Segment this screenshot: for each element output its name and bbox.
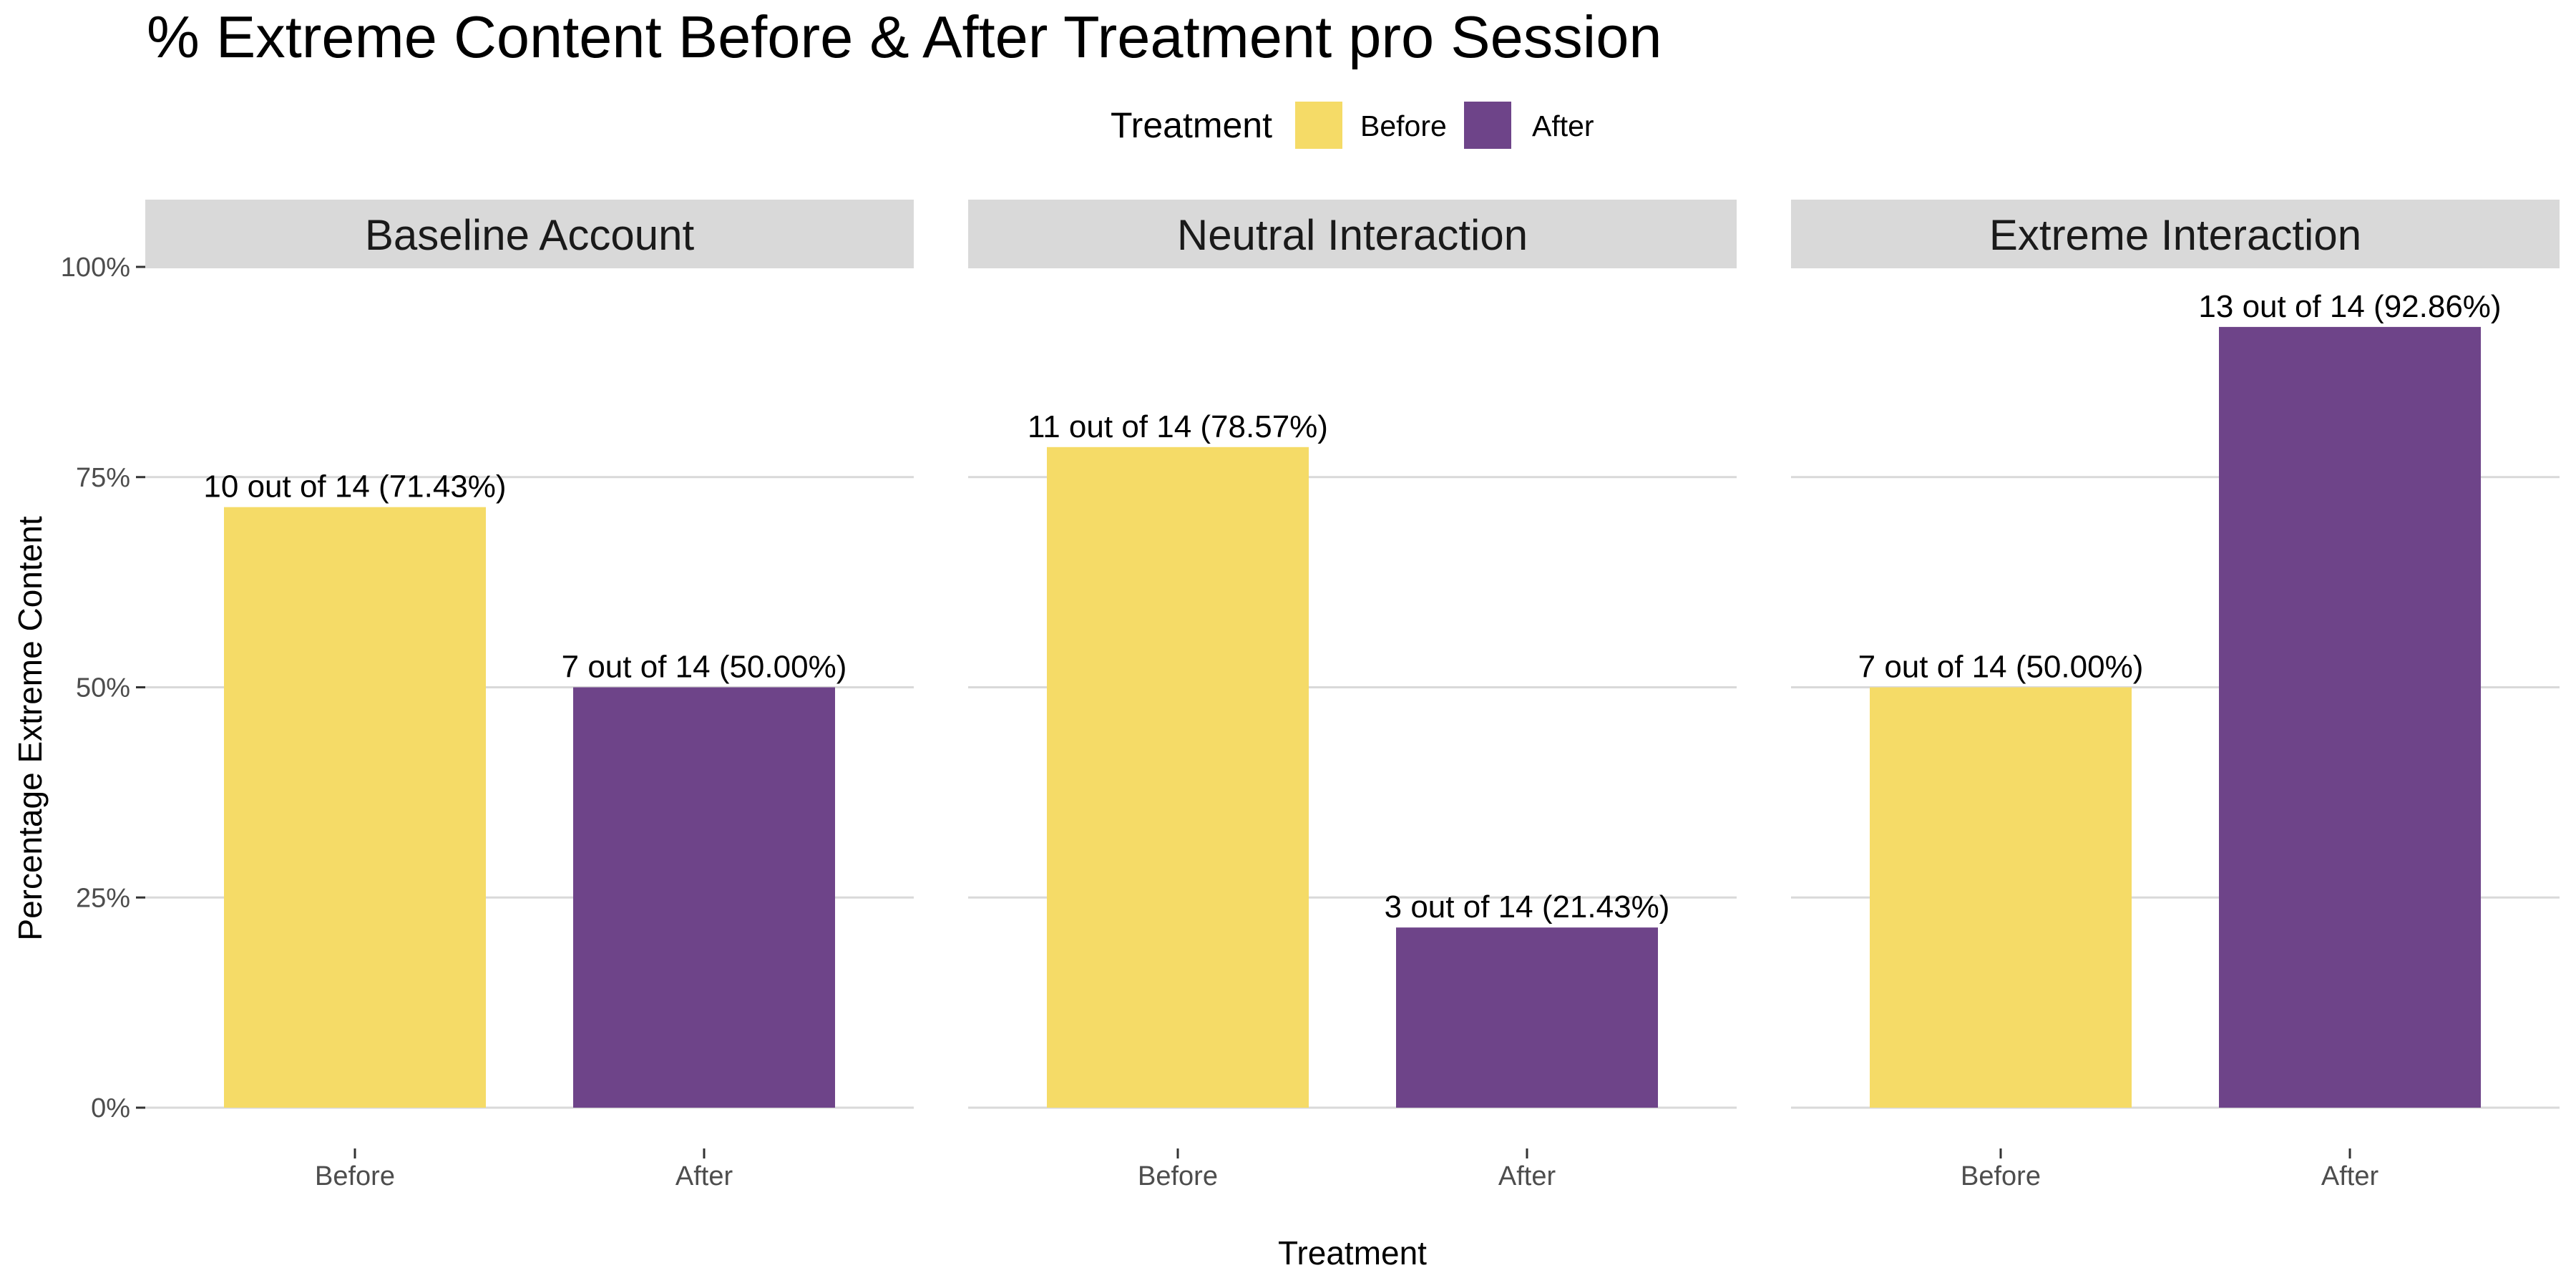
legend-label-before: Before xyxy=(1360,109,1447,142)
y-tick-label: 75% xyxy=(76,463,130,493)
facet-strip-label: Extreme Interaction xyxy=(1989,211,2361,259)
x-tick-label: After xyxy=(2321,1161,2379,1191)
y-tick-label: 50% xyxy=(76,673,130,703)
bar-after xyxy=(573,687,835,1108)
facet-strip xyxy=(968,200,1737,268)
facet-panel: Neutral Interaction 11 out of 14 (78.57%)… xyxy=(968,200,1737,1191)
facet-panel: Baseline Account 10 out of 14 (71.43%) Bef… xyxy=(145,200,914,1191)
legend-swatch-before xyxy=(1295,102,1342,149)
facet-strip xyxy=(1791,200,2560,268)
bar-value-label: 3 out of 14 (21.43%) xyxy=(1385,889,1670,924)
y-tick-label: 25% xyxy=(76,883,130,913)
facet-panels: Baseline Account 10 out of 14 (71.43%) Bef… xyxy=(145,200,2560,1191)
legend: Treatment Before After xyxy=(1111,102,1594,149)
y-tick-label: 0% xyxy=(91,1093,130,1123)
bar-value-label: 7 out of 14 (50.00%) xyxy=(562,650,847,685)
bar-value-label: 11 out of 14 (78.57%) xyxy=(1028,409,1328,444)
bar-before xyxy=(1047,447,1309,1108)
bar-value-label: 7 out of 14 (50.00%) xyxy=(1858,650,2144,685)
bar-value-label: 13 out of 14 (92.86%) xyxy=(2198,289,2501,324)
x-tick-label: Before xyxy=(315,1161,395,1191)
legend-title: Treatment xyxy=(1111,105,1272,145)
bar-before xyxy=(1870,687,2132,1108)
y-tick-label: 100% xyxy=(61,253,130,283)
x-tick-label: Before xyxy=(1961,1161,2041,1191)
y-axis-title: Percentage Extreme Content xyxy=(11,516,49,940)
x-tick-label: After xyxy=(675,1161,733,1191)
facet-panel: Extreme Interaction 7 out of 14 (50.00%) B… xyxy=(1791,200,2560,1191)
x-axis-title: Treatment xyxy=(1278,1234,1427,1272)
facet-strip xyxy=(145,200,914,268)
bar-value-label: 10 out of 14 (71.43%) xyxy=(203,469,506,504)
x-tick-label: After xyxy=(1498,1161,1556,1191)
y-axis: 0% 25% 50% 75% 100% xyxy=(61,253,145,1123)
bar-before xyxy=(224,507,486,1108)
legend-swatch-after xyxy=(1464,102,1511,149)
legend-label-after: After xyxy=(1532,109,1594,142)
x-tick-label: Before xyxy=(1138,1161,1218,1191)
facet-strip-label: Baseline Account xyxy=(365,211,695,259)
bar-after xyxy=(2219,326,2481,1108)
facet-strip-label: Neutral Interaction xyxy=(1177,211,1528,259)
bar-after xyxy=(1396,927,1658,1108)
chart-title: % Extreme Content Before & After Treatme… xyxy=(147,4,1662,70)
